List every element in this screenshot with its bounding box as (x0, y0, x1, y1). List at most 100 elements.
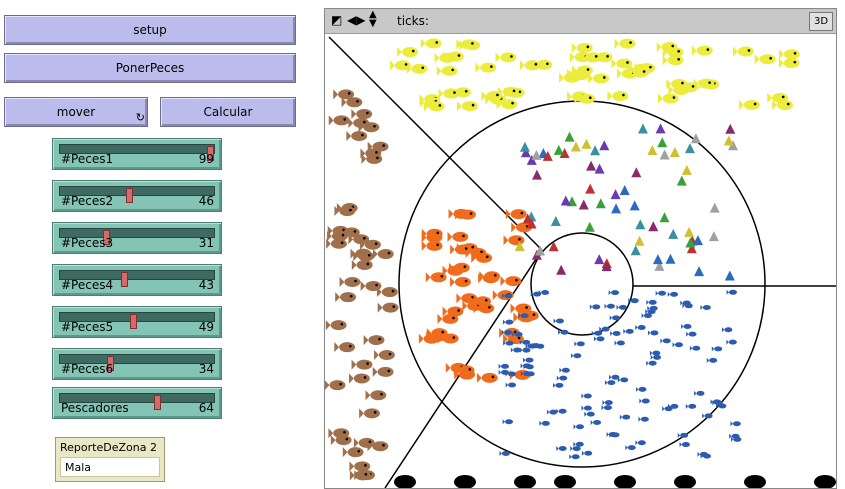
fish-brown-eye (343, 118, 347, 121)
fish-triangle (560, 195, 571, 206)
fish-yellow (743, 99, 760, 110)
slider-label: #Peces5 (61, 320, 114, 334)
fish-blue-tail (697, 451, 700, 457)
fish-blue (525, 357, 534, 363)
fish-orange-tail (453, 365, 459, 376)
slider-label: #Peces4 (61, 278, 114, 292)
slider-thumb[interactable] (102, 230, 110, 245)
fish-orange-eye (520, 211, 524, 215)
slider-track[interactable] (59, 354, 215, 371)
fish-blue-tail (610, 330, 613, 336)
3d-button[interactable]: 3D (809, 12, 833, 31)
fish-orange (476, 252, 493, 263)
poner-peces-button[interactable]: PonerPeces (4, 53, 296, 83)
fish-orange (454, 276, 471, 287)
fish-yellow-eye (471, 42, 474, 45)
fish-brown (356, 259, 373, 270)
fish-brown (372, 441, 389, 452)
fish-brown (331, 231, 348, 242)
slider-track[interactable] (59, 312, 215, 329)
fish-orange-eye (515, 278, 518, 282)
fish-brown-tail (351, 359, 357, 370)
fish-brown (353, 373, 370, 384)
fish-blue-tail (700, 305, 703, 311)
slider-peces1[interactable]: #Peces1 99 (52, 138, 222, 170)
fish-blue-tail (546, 409, 550, 415)
slider-track[interactable] (59, 228, 215, 245)
fish-brown-tail (353, 251, 359, 262)
fish-yellow-eye (594, 55, 598, 58)
fish-orange-tail (418, 333, 424, 344)
fish-triangle (535, 245, 546, 256)
world-canvas[interactable] (325, 34, 836, 488)
slider-thumb[interactable] (125, 188, 133, 203)
fish-triangle (586, 160, 597, 171)
setup-button[interactable]: setup (4, 15, 296, 45)
fish-blue (601, 326, 610, 332)
fish-yellow-tail (677, 82, 682, 93)
fish-orange-tail (471, 252, 477, 263)
slider-track[interactable] (59, 393, 215, 410)
edit-icon[interactable]: ◩ (331, 13, 343, 27)
fish-yellow-eye (706, 48, 710, 51)
slider-value: 43 (198, 278, 214, 292)
slider-thumb[interactable] (107, 356, 115, 371)
slider-peces3[interactable]: #Peces3 31 (52, 222, 222, 254)
slider-track[interactable] (59, 144, 215, 161)
fish-orange-eye (441, 330, 445, 334)
fish-blue (596, 336, 605, 342)
fish-triangle (654, 260, 665, 271)
fish-brown-tail (339, 277, 345, 288)
fish-triangle (570, 141, 581, 152)
fish-blue (501, 369, 510, 375)
fish-triangle (611, 203, 622, 214)
fish-blue-tail (668, 403, 671, 409)
slider-peces4[interactable]: #Peces4 43 (52, 264, 222, 296)
updown-icon[interactable]: ▲ ▼ (369, 9, 377, 29)
forever-icon: ↻ (135, 111, 145, 124)
fish-blue-tail (520, 363, 523, 369)
view-toolbar: ◩ ◀▶ ▲ ▼ ticks: 3D (325, 9, 836, 34)
fish-yellow-tail (611, 58, 617, 69)
speed-arrows-icon[interactable]: ◀▶ (347, 13, 366, 27)
slider-track[interactable] (59, 186, 215, 203)
slider-peces5[interactable]: #Peces5 49 (52, 306, 222, 338)
fish-blue (638, 386, 647, 392)
fish-orange (484, 271, 501, 282)
fish-triangle (599, 140, 610, 151)
fish-blue-tail (574, 341, 577, 347)
slider-thumb[interactable] (207, 146, 215, 161)
fish-group-brown (325, 89, 399, 481)
fish-yellow-eye (677, 49, 681, 53)
slider-peces6[interactable]: #Peces6 34 (52, 348, 222, 380)
fish-yellow (402, 47, 419, 58)
fish-yellow (502, 86, 519, 97)
fish-blue-tail (601, 405, 604, 411)
mover-button[interactable]: mover ↻ (4, 97, 148, 127)
fish-brown-tail (351, 109, 357, 120)
slider-peces2[interactable]: #Peces2 46 (52, 180, 222, 212)
fish-yellow (480, 62, 497, 73)
fish-blue-tail (502, 293, 505, 299)
fish-brown-tail (376, 287, 382, 298)
fish-triangle (659, 149, 670, 160)
fish-blue (559, 375, 568, 381)
fish-brown (354, 461, 371, 472)
slider-track[interactable] (59, 270, 215, 287)
fish-blue (612, 315, 621, 321)
fish-orange-eye (517, 336, 521, 340)
calcular-button[interactable]: Calcular (160, 97, 296, 127)
slider-thumb[interactable] (121, 272, 129, 287)
fish-brown-eye (378, 337, 381, 341)
slider-pescadores[interactable]: Pescadores 64 (52, 387, 222, 419)
fish-yellow-tail (662, 55, 668, 66)
fish-triangle (709, 202, 720, 213)
fish-brown-tail (325, 320, 331, 331)
slider-thumb[interactable] (130, 314, 138, 329)
fish-yellow-tail (456, 39, 462, 50)
fisher-boat (454, 475, 476, 488)
slider-thumb[interactable] (153, 395, 161, 410)
fish-yellow-eye (586, 45, 590, 49)
fish-blue (560, 329, 569, 335)
fish-yellow (593, 73, 610, 84)
